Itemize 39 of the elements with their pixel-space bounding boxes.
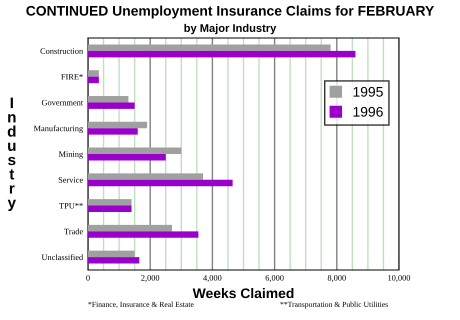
bar	[88, 50, 356, 58]
y-tick-label: Construction	[40, 48, 84, 54]
bar	[88, 128, 138, 135]
y-tick-label: Government	[42, 100, 84, 106]
bar	[88, 96, 128, 102]
bar	[88, 224, 172, 232]
bar	[88, 231, 198, 238]
x-tick-label: 4,000	[203, 275, 222, 282]
bar	[88, 76, 99, 84]
bar	[88, 154, 166, 160]
chart-subtitle: by Major Industry	[184, 24, 276, 34]
x-tick-label: 10,000	[388, 275, 410, 282]
x-tick-label: 6,000	[266, 275, 284, 282]
y-tick-label: Mining	[58, 151, 83, 159]
bar	[88, 199, 132, 206]
x-tick-label: 2,000	[141, 275, 160, 282]
bar	[88, 70, 99, 77]
bar	[88, 148, 182, 154]
bar	[88, 257, 140, 264]
y-tick-label: TPU**	[59, 202, 83, 209]
y-tick-label: Unclassified	[42, 254, 84, 260]
bar	[88, 44, 331, 51]
bar	[88, 122, 148, 128]
x-tick-label: 0	[86, 275, 90, 281]
bar	[88, 173, 204, 180]
bar	[88, 250, 135, 258]
legend-label: 1995	[354, 86, 383, 97]
y-axis-title: Industry	[8, 98, 16, 211]
y-tick-label: FIRE*	[61, 74, 83, 80]
y-tick-label: Service	[58, 177, 83, 183]
x-tick-label: 8,000	[328, 275, 346, 282]
y-tick-label: Trade	[64, 228, 83, 234]
bar	[88, 206, 132, 212]
chart-title: CONTINUED Unemployment Insurance Claims for FEBRUARY	[26, 6, 434, 18]
legend-label: 1996	[354, 106, 383, 117]
bar	[88, 180, 233, 186]
bar	[88, 102, 135, 109]
y-tick-label: Manufacturing	[34, 125, 83, 133]
x-axis-title: Weeks Claimed	[192, 288, 294, 298]
